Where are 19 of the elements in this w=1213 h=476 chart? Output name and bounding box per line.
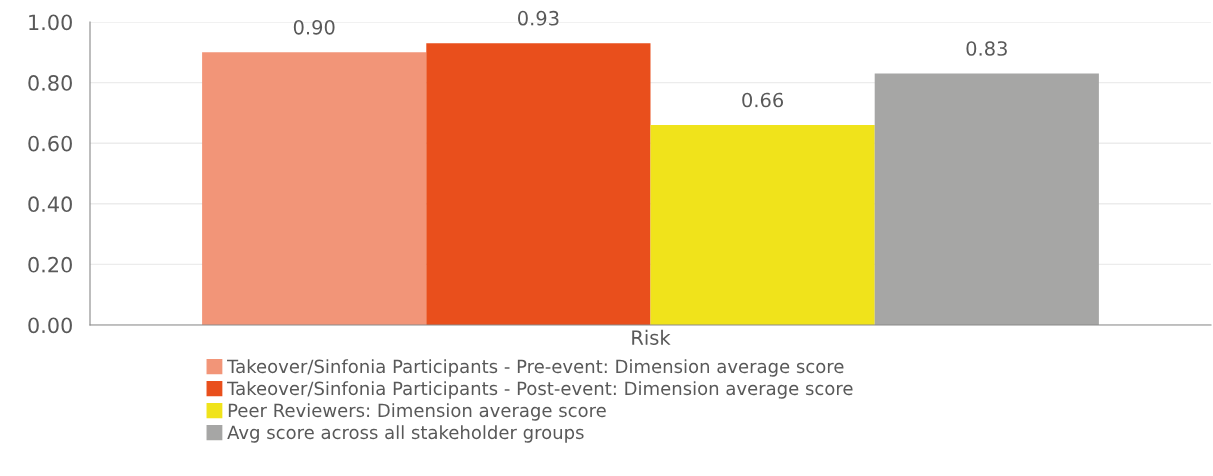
data-label: 0.93 bbox=[518, 10, 559, 26]
legend-label: Takeover/Sinfonia Participants - Post-event: Dimension average score bbox=[227, 381, 853, 399]
y-tick-label: 0.80 bbox=[28, 75, 72, 91]
bar bbox=[426, 43, 651, 325]
bar bbox=[202, 52, 427, 325]
y-tick-label: 0.60 bbox=[28, 135, 72, 152]
legend-label: Avg score across all stakeholder groups bbox=[227, 425, 584, 443]
data-label: 0.66 bbox=[742, 92, 784, 108]
data-label: 0.90 bbox=[293, 19, 335, 35]
legend-label: Takeover/Sinfonia Participants - Pre-event: Dimension average score bbox=[227, 359, 844, 377]
legend-label: Peer Reviewers: Dimension average score bbox=[228, 403, 606, 421]
y-tick-label: 0.20 bbox=[28, 256, 72, 273]
y-tick-label: 1.00 bbox=[29, 14, 72, 31]
data-label: 0.83 bbox=[966, 41, 1007, 56]
bar bbox=[874, 73, 1099, 325]
y-tick-label: 0.40 bbox=[28, 196, 72, 213]
x-tick-label: Risk bbox=[632, 329, 671, 345]
y-tick-label: 0.00 bbox=[28, 317, 72, 334]
bar bbox=[650, 125, 875, 325]
